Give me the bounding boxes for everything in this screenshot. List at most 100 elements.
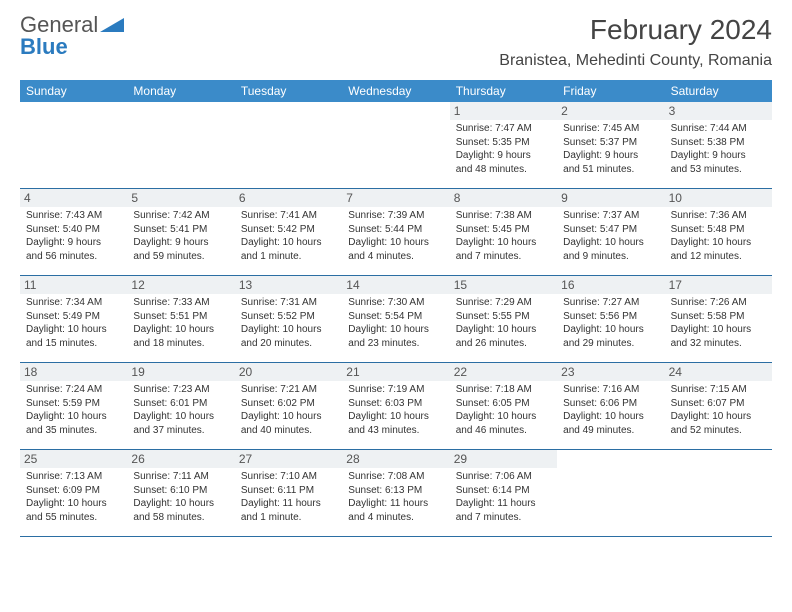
day-info-line: Sunrise: 7:29 AM [456, 296, 551, 310]
day-info-line: and 56 minutes. [26, 250, 121, 264]
day-info-line: Daylight: 10 hours [456, 323, 551, 337]
day-info-line: Daylight: 10 hours [241, 323, 336, 337]
day-info-line: Sunset: 5:41 PM [133, 223, 228, 237]
day-info-line: Sunrise: 7:08 AM [348, 470, 443, 484]
day-info-line: and 40 minutes. [241, 424, 336, 438]
logo: General Blue [20, 14, 124, 58]
day-info-line: and 1 minute. [241, 250, 336, 264]
day-info-line: Daylight: 9 hours [671, 149, 766, 163]
day-info-line: and 35 minutes. [26, 424, 121, 438]
day-info-line: and 4 minutes. [348, 511, 443, 525]
day-info-line: and 55 minutes. [26, 511, 121, 525]
day-info: Sunrise: 7:33 AMSunset: 5:51 PMDaylight:… [133, 296, 228, 350]
day-number: 15 [450, 276, 557, 294]
day-info-line: Daylight: 10 hours [133, 323, 228, 337]
day-info-line: Daylight: 10 hours [348, 236, 443, 250]
day-info-line: Daylight: 10 hours [133, 497, 228, 511]
day-info: Sunrise: 7:21 AMSunset: 6:02 PMDaylight:… [241, 383, 336, 437]
day-info-line: Sunrise: 7:19 AM [348, 383, 443, 397]
day-info-line: Sunset: 5:49 PM [26, 310, 121, 324]
day-info: Sunrise: 7:08 AMSunset: 6:13 PMDaylight:… [348, 470, 443, 524]
day-info-line: and 58 minutes. [133, 511, 228, 525]
day-info-line: and 52 minutes. [671, 424, 766, 438]
day-info-line: Sunset: 5:47 PM [563, 223, 658, 237]
calendar-day-cell: 5Sunrise: 7:42 AMSunset: 5:41 PMDaylight… [127, 189, 234, 275]
day-info-line: Daylight: 10 hours [671, 236, 766, 250]
calendar-day-cell: 24Sunrise: 7:15 AMSunset: 6:07 PMDayligh… [665, 363, 772, 449]
calendar-header-cell: Thursday [450, 80, 557, 102]
day-info-line: Sunset: 5:55 PM [456, 310, 551, 324]
day-info: Sunrise: 7:31 AMSunset: 5:52 PMDaylight:… [241, 296, 336, 350]
day-info-line: and 48 minutes. [456, 163, 551, 177]
calendar-empty-cell: . [665, 450, 772, 536]
day-info-line: and 18 minutes. [133, 337, 228, 351]
day-info-line: and 51 minutes. [563, 163, 658, 177]
day-info-line: and 7 minutes. [456, 511, 551, 525]
calendar-header-cell: Friday [557, 80, 664, 102]
day-info: Sunrise: 7:34 AMSunset: 5:49 PMDaylight:… [26, 296, 121, 350]
day-info-line: and 1 minute. [241, 511, 336, 525]
calendar-day-cell: 9Sunrise: 7:37 AMSunset: 5:47 PMDaylight… [557, 189, 664, 275]
day-info-line: and 20 minutes. [241, 337, 336, 351]
calendar-empty-cell: . [557, 450, 664, 536]
day-info-line: and 7 minutes. [456, 250, 551, 264]
month-title: February 2024 [499, 14, 772, 46]
day-info: Sunrise: 7:23 AMSunset: 6:01 PMDaylight:… [133, 383, 228, 437]
day-info-line: and 49 minutes. [563, 424, 658, 438]
day-info-line: Sunrise: 7:24 AM [26, 383, 121, 397]
calendar-week: 4Sunrise: 7:43 AMSunset: 5:40 PMDaylight… [20, 189, 772, 276]
day-number: 13 [235, 276, 342, 294]
day-number: 14 [342, 276, 449, 294]
calendar-empty-cell: . [20, 102, 127, 188]
day-info-line: and 9 minutes. [563, 250, 658, 264]
day-info-line: Sunrise: 7:33 AM [133, 296, 228, 310]
day-info-line: Sunset: 5:52 PM [241, 310, 336, 324]
day-number: 17 [665, 276, 772, 294]
day-number: 2 [557, 102, 664, 120]
day-info-line: Daylight: 10 hours [563, 236, 658, 250]
logo-triangle-icon [100, 14, 124, 32]
calendar-week: 11Sunrise: 7:34 AMSunset: 5:49 PMDayligh… [20, 276, 772, 363]
day-number: 28 [342, 450, 449, 468]
day-info-line: Sunrise: 7:41 AM [241, 209, 336, 223]
day-info-line: and 29 minutes. [563, 337, 658, 351]
day-number: 25 [20, 450, 127, 468]
day-info: Sunrise: 7:38 AMSunset: 5:45 PMDaylight:… [456, 209, 551, 263]
day-info: Sunrise: 7:30 AMSunset: 5:54 PMDaylight:… [348, 296, 443, 350]
day-info-line: Sunrise: 7:37 AM [563, 209, 658, 223]
calendar-day-cell: 14 Sunrise: 7:30 AMSunset: 5:54 PMDayligh… [342, 276, 449, 362]
day-info-line: Sunrise: 7:44 AM [671, 122, 766, 136]
day-number: 24 [665, 363, 772, 381]
day-info-line: Sunset: 5:38 PM [671, 136, 766, 150]
day-info-line: and 23 minutes. [348, 337, 443, 351]
calendar-empty-cell: . [342, 102, 449, 188]
day-number: 8 [450, 189, 557, 207]
day-info: Sunrise: 7:41 AMSunset: 5:42 PMDaylight:… [241, 209, 336, 263]
day-info-line: Daylight: 11 hours [241, 497, 336, 511]
day-info-line: Daylight: 11 hours [456, 497, 551, 511]
day-info: Sunrise: 7:36 AMSunset: 5:48 PMDaylight:… [671, 209, 766, 263]
day-info-line: Sunrise: 7:47 AM [456, 122, 551, 136]
day-info-line: Daylight: 10 hours [26, 410, 121, 424]
day-info-line: Sunset: 5:58 PM [671, 310, 766, 324]
day-info-line: and 37 minutes. [133, 424, 228, 438]
day-info-line: Sunrise: 7:36 AM [671, 209, 766, 223]
calendar-header-cell: Wednesday [342, 80, 449, 102]
day-info-line: Sunrise: 7:21 AM [241, 383, 336, 397]
day-number: 4 [20, 189, 127, 207]
day-info-line: Sunrise: 7:10 AM [241, 470, 336, 484]
day-info-line: and 46 minutes. [456, 424, 551, 438]
calendar-day-cell: 1Sunrise: 7:47 AMSunset: 5:35 PMDaylight… [450, 102, 557, 188]
day-info-line: Sunset: 6:07 PM [671, 397, 766, 411]
calendar-day-cell: 2Sunrise: 7:45 AMSunset: 5:37 PMDaylight… [557, 102, 664, 188]
day-info-line: and 59 minutes. [133, 250, 228, 264]
day-info-line: Sunset: 5:45 PM [456, 223, 551, 237]
day-info: Sunrise: 7:27 AMSunset: 5:56 PMDaylight:… [563, 296, 658, 350]
day-info-line: Daylight: 10 hours [563, 323, 658, 337]
day-info-line: Daylight: 10 hours [456, 410, 551, 424]
day-number: 7 [342, 189, 449, 207]
day-number: 29 [450, 450, 557, 468]
calendar-day-cell: 21Sunrise: 7:19 AMSunset: 6:03 PMDayligh… [342, 363, 449, 449]
day-info-line: and 4 minutes. [348, 250, 443, 264]
day-info-line: Sunrise: 7:27 AM [563, 296, 658, 310]
